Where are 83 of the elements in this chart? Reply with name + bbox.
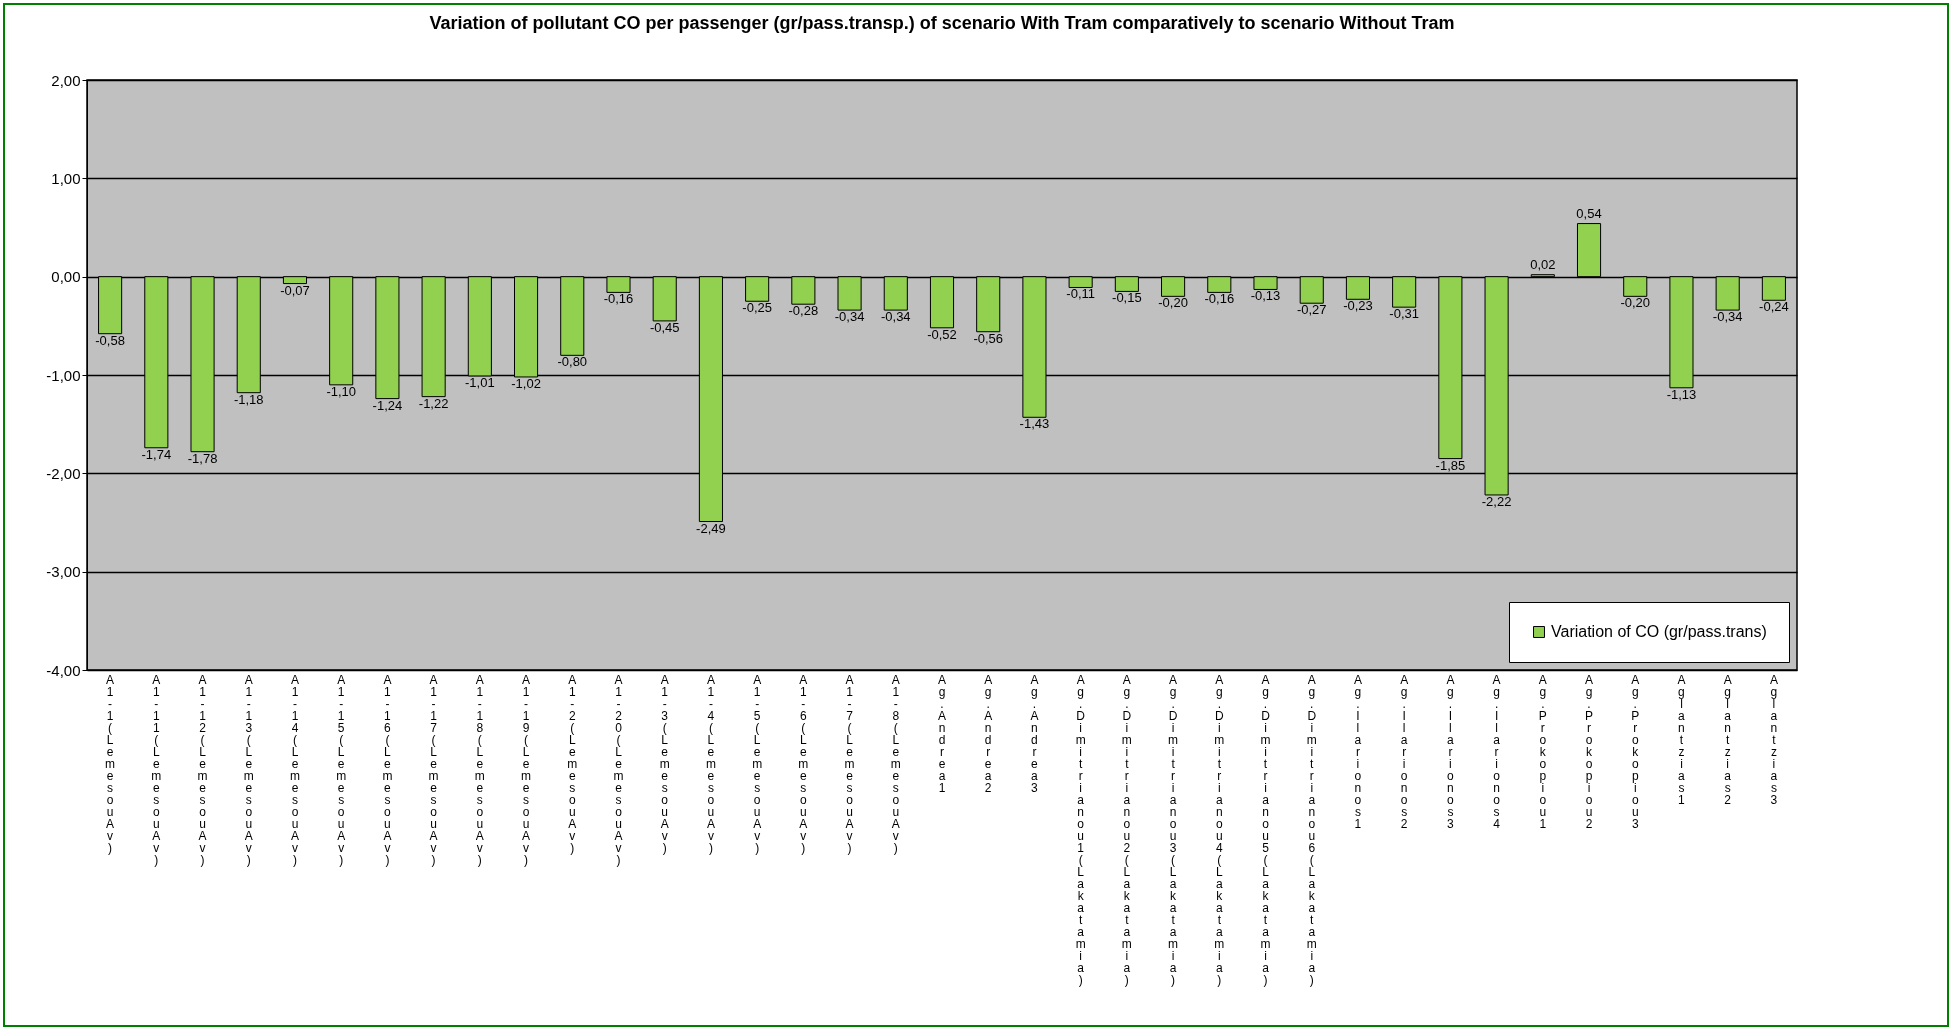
data-label: -1,24	[372, 397, 403, 413]
data-label: -0,15	[1112, 290, 1142, 306]
category-label: Ag.Prokopiou1	[1538, 672, 1547, 831]
category-label: A1-14 (Lemesou Av)	[289, 672, 300, 867]
category-label: A1-12 (Lemesou Av)	[197, 672, 208, 867]
data-label: -1,13	[1666, 386, 1697, 402]
data-label: -1,74	[141, 446, 172, 462]
category-label: A1-15 (Lemesou Av)	[336, 672, 347, 867]
category-label: A1-20 (Lemesou Av)	[613, 672, 624, 867]
data-label: -0,20	[1158, 295, 1188, 311]
legend-label: Variation of CO (gr/pass.trans)	[1551, 623, 1767, 640]
y-tick-label: 0,00	[51, 268, 81, 286]
data-label: -1,22	[418, 395, 449, 411]
data-label: -0,13	[1250, 288, 1281, 304]
category-label: A1-16 (Lemesou Av)	[382, 672, 393, 867]
category-label: Ag.Ilarionos3	[1446, 672, 1455, 831]
y-tick-label: 1,00	[51, 169, 81, 187]
data-label: -2,22	[1481, 493, 1512, 509]
y-tick-label: -2,00	[46, 464, 81, 482]
category-label: Aglantzias1	[1677, 672, 1686, 807]
data-label: -0,16	[1204, 291, 1235, 307]
data-label: -0,20	[1620, 295, 1651, 311]
category-label: A1-13 (Lemesou Av)	[243, 672, 254, 867]
data-label: -2,49	[696, 520, 726, 536]
data-label: -0,56	[973, 330, 1004, 346]
category-label: A1-19 (Lemesou Av)	[521, 672, 532, 867]
category-label: A1-11 (Lemesou Av)	[151, 672, 162, 867]
data-label: -0,27	[1296, 302, 1327, 318]
category-label: Ag.Dimitrianou3 (Lakatamia)	[1168, 672, 1179, 987]
category-label: Ag.Ilarionos4	[1492, 672, 1501, 831]
data-label: -1,78	[187, 450, 218, 466]
category-label: Ag.Ilarionos1	[1353, 672, 1362, 831]
data-label: -0,16	[603, 291, 634, 307]
category-label: Ag.Dimitrianou1 (Lakatamia)	[1075, 672, 1086, 987]
data-label: -0,07	[280, 282, 310, 298]
category-label: A1-18 (Lemesou Av)	[474, 672, 485, 867]
category-label: Aglantzias2	[1723, 672, 1732, 807]
data-label: -1,02	[511, 375, 541, 391]
data-label: -0,23	[1343, 298, 1373, 314]
data-label: -0,28	[788, 303, 819, 319]
category-label: Ag.Andrea1	[937, 672, 947, 795]
data-label: -1,18	[233, 391, 264, 407]
y-tick-label: -4,00	[46, 661, 81, 679]
y-tick-label: 2,00	[51, 71, 81, 89]
category-label: A1-6 (Lemesou Av)	[798, 672, 809, 855]
data-label: -1,10	[326, 383, 357, 399]
category-label: A1-17 (Lemesou Av)	[428, 672, 439, 867]
data-label: 0,54	[1576, 205, 1602, 221]
data-label: -0,45	[649, 319, 680, 335]
chart-title: Variation of pollutant CO per passenger (gr/pass.transp.) of scenario With Tram comparatively to scenario Without Tram	[429, 13, 1455, 33]
category-label: Ag.Dimitrianou4 (Lakatamia)	[1214, 672, 1225, 987]
data-label: 0,02	[1530, 256, 1556, 272]
category-label: A1-8 (Lemesou Av)	[890, 672, 901, 855]
data-label: -1,01	[465, 374, 495, 390]
data-label: -0,31	[1389, 306, 1419, 322]
category-label: Ag.Andrea2	[984, 672, 993, 795]
category-label: A1-7 (Lemesou Av)	[844, 672, 855, 855]
category-label: Ag.Andrea3	[1030, 672, 1039, 795]
data-label: -0,52	[927, 326, 957, 342]
category-label: Ag.Ilarionos2	[1400, 672, 1409, 831]
data-label: -0,34	[1712, 309, 1743, 325]
category-label: Ag.Prokopiou2	[1585, 672, 1594, 831]
data-label: -0,80	[557, 354, 588, 370]
category-label: Ag.Dimitrianou5 (Lakatamia)	[1260, 672, 1271, 987]
data-label: -1,43	[1019, 416, 1050, 432]
category-label: A1-4 (Lemesou Av)	[705, 672, 716, 855]
category-label: A1-3 (Lemesou Av)	[659, 672, 670, 855]
data-label: -0,24	[1759, 299, 1789, 315]
y-tick-label: -3,00	[46, 563, 81, 581]
data-label: -0,25	[742, 300, 772, 316]
category-label: A1-1 (Lemesou Av)	[105, 672, 116, 855]
category-label: Ag.Dimitrianou2 (Lakatamia)	[1121, 672, 1132, 987]
category-label: A1-5 (Lemesou Av)	[752, 672, 763, 855]
category-label: Aglantzias3	[1769, 672, 1778, 807]
data-label: -0,58	[95, 332, 125, 348]
category-label: A1-2 (Lemesou Av)	[567, 672, 578, 855]
data-label: -0,34	[834, 309, 865, 325]
y-tick-label: -1,00	[46, 366, 81, 384]
data-label: -0,34	[880, 309, 911, 325]
category-label: Ag.Dimitrianou6 (Lakatamia)	[1306, 672, 1317, 987]
category-label: Ag.Prokopiou3	[1631, 672, 1640, 831]
data-label: -0,11	[1066, 286, 1095, 302]
data-label: -1,85	[1435, 457, 1466, 473]
